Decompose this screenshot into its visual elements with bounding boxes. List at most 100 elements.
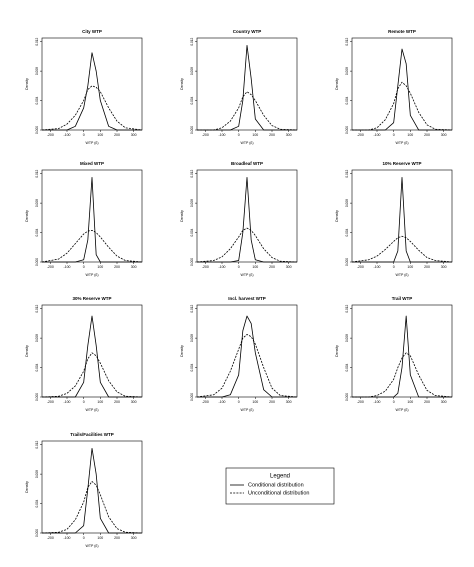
plot-frame xyxy=(41,440,143,534)
x-tick-label: 100 xyxy=(97,265,103,269)
x-tick-label: 300 xyxy=(286,400,292,404)
y-axis-label: Density xyxy=(25,345,29,357)
unconditional-line xyxy=(41,481,143,534)
y-tick-label: 0.012 xyxy=(35,440,39,448)
x-tick-label: -200 xyxy=(357,133,364,137)
x-axis-label: WTP (£) xyxy=(241,273,254,277)
y-tick-label: 0.008 xyxy=(190,199,194,207)
x-tick-label: 0 xyxy=(83,536,85,540)
y-tick-label: 0.012 xyxy=(345,304,349,312)
x-tick-label: 100 xyxy=(252,400,258,404)
x-tick-label: 300 xyxy=(131,536,137,540)
x-tick-label: -100 xyxy=(63,133,70,137)
chart-title: 10% Reserve WTP xyxy=(382,161,421,166)
conditional-line xyxy=(352,176,452,263)
y-tick-label: 0.000 xyxy=(35,393,39,401)
x-axis-label: WTP (£) xyxy=(86,141,99,145)
y-tick-label: 0.004 xyxy=(35,363,39,371)
x-tick-label: -200 xyxy=(47,133,54,137)
chart-title: City WTP xyxy=(82,29,102,34)
chart-title: Mixed WTP xyxy=(80,161,104,166)
y-axis-label: Density xyxy=(25,78,29,90)
y-axis-label: Density xyxy=(25,481,29,493)
x-tick-label: -100 xyxy=(63,265,70,269)
unconditional-line xyxy=(352,81,453,131)
x-tick-label: 0 xyxy=(238,265,240,269)
x-tick-label: 200 xyxy=(114,400,120,404)
x-tick-label: 300 xyxy=(441,265,447,269)
x-tick-label: 200 xyxy=(424,400,430,404)
x-tick-label: -100 xyxy=(373,400,380,404)
x-tick-label: -100 xyxy=(218,400,225,404)
x-tick-label: 300 xyxy=(441,400,447,404)
conditional-line xyxy=(42,315,142,398)
y-axis-label: Density xyxy=(180,78,184,90)
x-tick-label: -200 xyxy=(47,400,54,404)
chart-title: Broadleaf WTP xyxy=(231,161,263,166)
y-tick-label: 0.008 xyxy=(35,470,39,478)
y-tick-label: 0.012 xyxy=(345,169,349,177)
y-tick-label: 0.000 xyxy=(345,258,349,266)
x-tick-label: 100 xyxy=(252,133,258,137)
y-tick-label: 0.000 xyxy=(35,126,39,134)
x-tick-label: -100 xyxy=(63,400,70,404)
y-tick-label: 0.004 xyxy=(190,228,194,236)
y-axis-label: Density xyxy=(180,210,184,222)
x-tick-label: 0 xyxy=(393,265,395,269)
x-tick-label: 100 xyxy=(407,133,413,137)
x-axis-label: WTP (£) xyxy=(86,408,99,412)
y-tick-label: 0.004 xyxy=(345,363,349,371)
x-axis-label: WTP (£) xyxy=(86,273,99,277)
x-tick-label: 200 xyxy=(114,536,120,540)
x-tick-label: 200 xyxy=(114,133,120,137)
y-tick-label: 0.008 xyxy=(35,67,39,75)
x-tick-label: -100 xyxy=(373,133,380,137)
x-tick-label: 0 xyxy=(393,400,395,404)
x-tick-label: 0 xyxy=(83,400,85,404)
unconditional-line xyxy=(41,229,143,263)
plot-frame xyxy=(41,304,143,398)
x-axis-label: WTP (£) xyxy=(396,141,409,145)
y-tick-label: 0.000 xyxy=(35,258,39,266)
x-tick-label: -100 xyxy=(218,265,225,269)
y-tick-label: 0.008 xyxy=(345,334,349,342)
y-axis-label: Density xyxy=(335,78,339,90)
x-tick-label: 100 xyxy=(252,265,258,269)
x-tick-label: 300 xyxy=(286,265,292,269)
conditional-line xyxy=(352,315,452,398)
x-tick-label: 200 xyxy=(114,265,120,269)
conditional-line xyxy=(197,176,297,263)
x-tick-label: 100 xyxy=(97,536,103,540)
y-tick-label: 0.008 xyxy=(35,199,39,207)
y-tick-label: 0.000 xyxy=(190,126,194,134)
chart-title: Remote WTP xyxy=(388,29,416,34)
chart-title: Trail WTP xyxy=(392,296,413,301)
x-tick-label: 0 xyxy=(238,400,240,404)
unconditional-line xyxy=(197,91,298,131)
y-tick-label: 0.012 xyxy=(190,169,194,177)
chart-title: Trails/Facilities WTP xyxy=(70,432,114,437)
x-tick-label: 200 xyxy=(424,133,430,137)
chart-title: Country WTP xyxy=(233,29,262,34)
x-tick-label: -100 xyxy=(373,265,380,269)
conditional-line xyxy=(197,315,297,398)
x-tick-label: -200 xyxy=(357,400,364,404)
conditional-line xyxy=(42,447,142,534)
y-axis-label: Density xyxy=(25,210,29,222)
y-tick-label: 0.012 xyxy=(35,37,39,45)
y-tick-label: 0.012 xyxy=(190,37,194,45)
x-tick-label: 0 xyxy=(238,133,240,137)
plot-frame xyxy=(41,37,143,131)
y-tick-label: 0.000 xyxy=(35,529,39,537)
plot-frame xyxy=(351,304,453,398)
y-tick-label: 0.008 xyxy=(345,199,349,207)
legend-label: Conditional distribution xyxy=(248,482,304,488)
legend-label: Unconditional distribution xyxy=(248,490,309,496)
y-tick-label: 0.004 xyxy=(35,228,39,236)
conditional-line xyxy=(42,176,142,263)
y-tick-label: 0.012 xyxy=(190,304,194,312)
unconditional-line xyxy=(351,235,453,263)
x-tick-label: -200 xyxy=(47,536,54,540)
x-tick-label: 0 xyxy=(83,133,85,137)
y-tick-label: 0.000 xyxy=(345,393,349,401)
